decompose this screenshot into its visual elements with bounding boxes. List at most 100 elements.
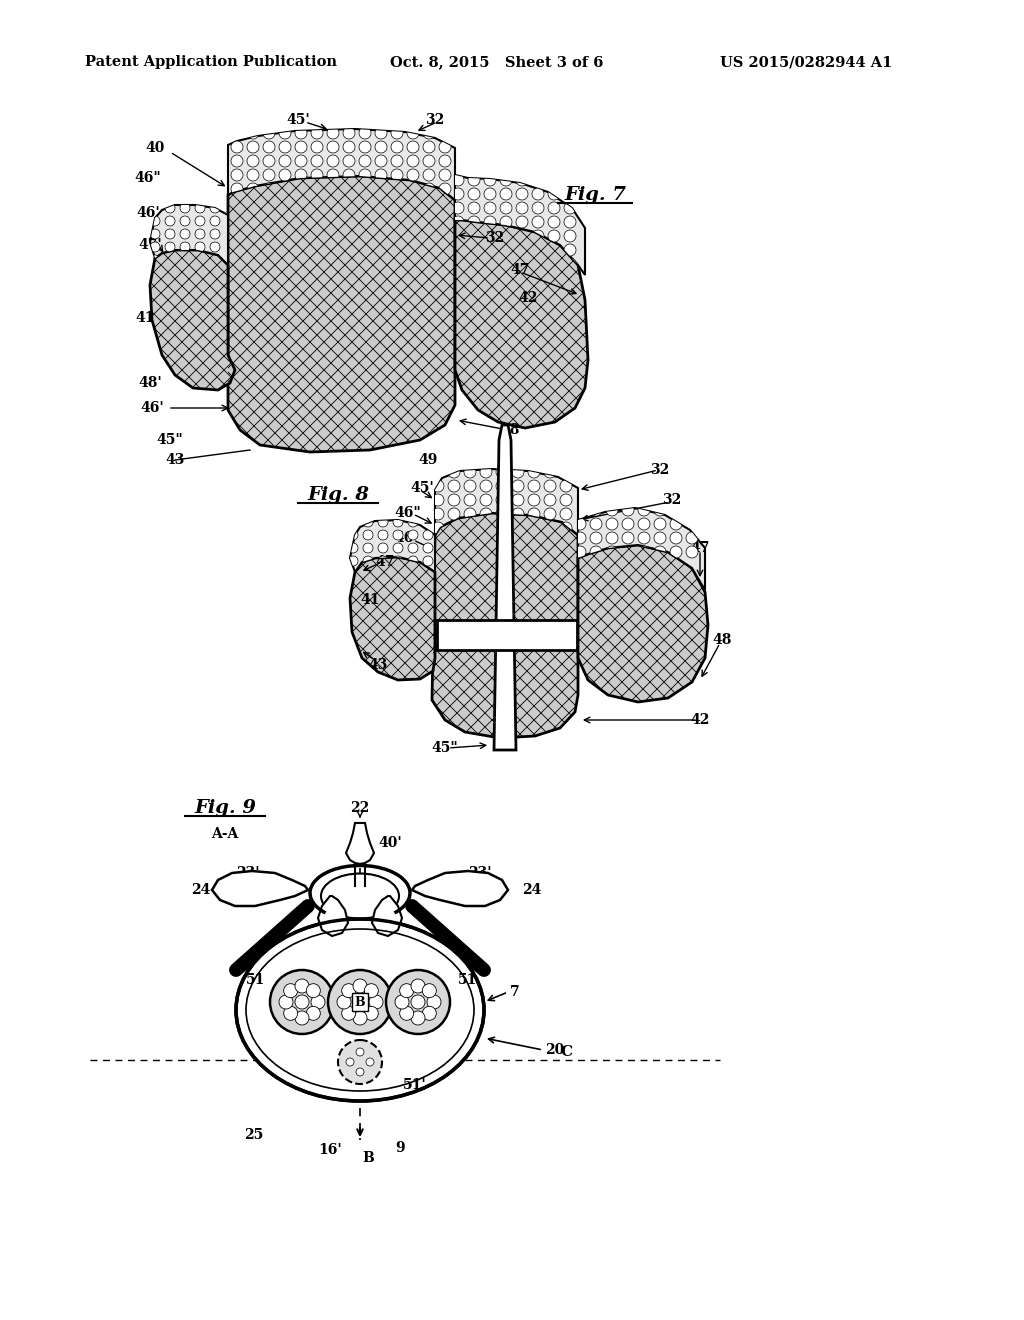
Circle shape: [210, 242, 220, 252]
Circle shape: [165, 242, 175, 252]
Circle shape: [622, 517, 634, 531]
Circle shape: [564, 187, 575, 201]
Circle shape: [480, 480, 492, 492]
Circle shape: [210, 228, 220, 239]
Circle shape: [449, 508, 460, 520]
Text: A-A: A-A: [211, 828, 239, 841]
Circle shape: [306, 1006, 321, 1020]
Circle shape: [346, 1059, 354, 1067]
Circle shape: [165, 203, 175, 213]
Circle shape: [263, 154, 275, 168]
Circle shape: [528, 508, 540, 520]
Circle shape: [432, 466, 444, 478]
Circle shape: [342, 983, 355, 998]
Circle shape: [359, 141, 371, 153]
Text: 46': 46': [136, 206, 160, 220]
Circle shape: [375, 127, 387, 139]
Circle shape: [247, 169, 259, 181]
Circle shape: [423, 517, 433, 527]
Circle shape: [516, 187, 528, 201]
Circle shape: [295, 154, 307, 168]
Circle shape: [408, 556, 418, 566]
Circle shape: [512, 480, 524, 492]
Circle shape: [606, 532, 618, 544]
Circle shape: [362, 531, 373, 540]
Circle shape: [544, 521, 556, 535]
Text: 42: 42: [690, 713, 710, 727]
Circle shape: [548, 244, 560, 256]
Circle shape: [427, 995, 441, 1008]
Text: 24: 24: [522, 883, 542, 898]
Circle shape: [544, 494, 556, 506]
Circle shape: [464, 480, 476, 492]
Circle shape: [512, 521, 524, 535]
Circle shape: [548, 202, 560, 214]
Circle shape: [378, 543, 388, 553]
Text: 32: 32: [650, 463, 670, 477]
Text: 43: 43: [369, 657, 388, 672]
Text: 32: 32: [425, 114, 444, 127]
Circle shape: [180, 203, 190, 213]
Text: 51: 51: [458, 973, 477, 987]
Circle shape: [353, 979, 367, 993]
Circle shape: [449, 494, 460, 506]
Circle shape: [464, 466, 476, 478]
Circle shape: [423, 543, 433, 553]
Circle shape: [327, 127, 339, 139]
Circle shape: [279, 141, 291, 153]
Circle shape: [295, 141, 307, 153]
Circle shape: [411, 995, 425, 1008]
Circle shape: [484, 230, 496, 242]
Circle shape: [393, 543, 403, 553]
Circle shape: [311, 169, 323, 181]
Circle shape: [638, 546, 650, 558]
Circle shape: [270, 970, 334, 1034]
Circle shape: [407, 141, 419, 153]
Circle shape: [464, 508, 476, 520]
Circle shape: [343, 154, 355, 168]
Circle shape: [574, 546, 586, 558]
Circle shape: [528, 466, 540, 478]
Circle shape: [548, 216, 560, 228]
Polygon shape: [455, 176, 585, 275]
Circle shape: [423, 169, 435, 181]
Text: US 2015/0282944 A1: US 2015/0282944 A1: [720, 55, 892, 69]
Circle shape: [348, 531, 358, 540]
Circle shape: [423, 556, 433, 566]
Circle shape: [150, 228, 160, 239]
Circle shape: [452, 174, 464, 186]
Circle shape: [500, 174, 512, 186]
Polygon shape: [432, 513, 578, 738]
Circle shape: [279, 127, 291, 139]
Circle shape: [375, 141, 387, 153]
Circle shape: [484, 187, 496, 201]
Circle shape: [407, 183, 419, 195]
Circle shape: [195, 216, 205, 226]
Circle shape: [500, 244, 512, 256]
Circle shape: [480, 466, 492, 478]
Text: Fig. 9: Fig. 9: [194, 799, 256, 817]
Polygon shape: [350, 520, 435, 572]
Text: 51: 51: [246, 973, 265, 987]
Circle shape: [560, 508, 572, 520]
Circle shape: [408, 531, 418, 540]
Circle shape: [574, 532, 586, 544]
Circle shape: [353, 1011, 367, 1026]
Polygon shape: [372, 896, 402, 936]
Circle shape: [195, 242, 205, 252]
Circle shape: [210, 216, 220, 226]
Text: 46": 46": [394, 506, 421, 520]
Circle shape: [423, 141, 435, 153]
Circle shape: [622, 532, 634, 544]
Circle shape: [311, 154, 323, 168]
Circle shape: [391, 127, 403, 139]
Circle shape: [432, 508, 444, 520]
Circle shape: [338, 1040, 382, 1084]
Circle shape: [496, 494, 508, 506]
Circle shape: [378, 556, 388, 566]
Circle shape: [399, 983, 414, 998]
Circle shape: [548, 174, 560, 186]
Circle shape: [452, 257, 464, 271]
Text: 23': 23': [237, 866, 260, 880]
Text: 49: 49: [419, 453, 437, 467]
